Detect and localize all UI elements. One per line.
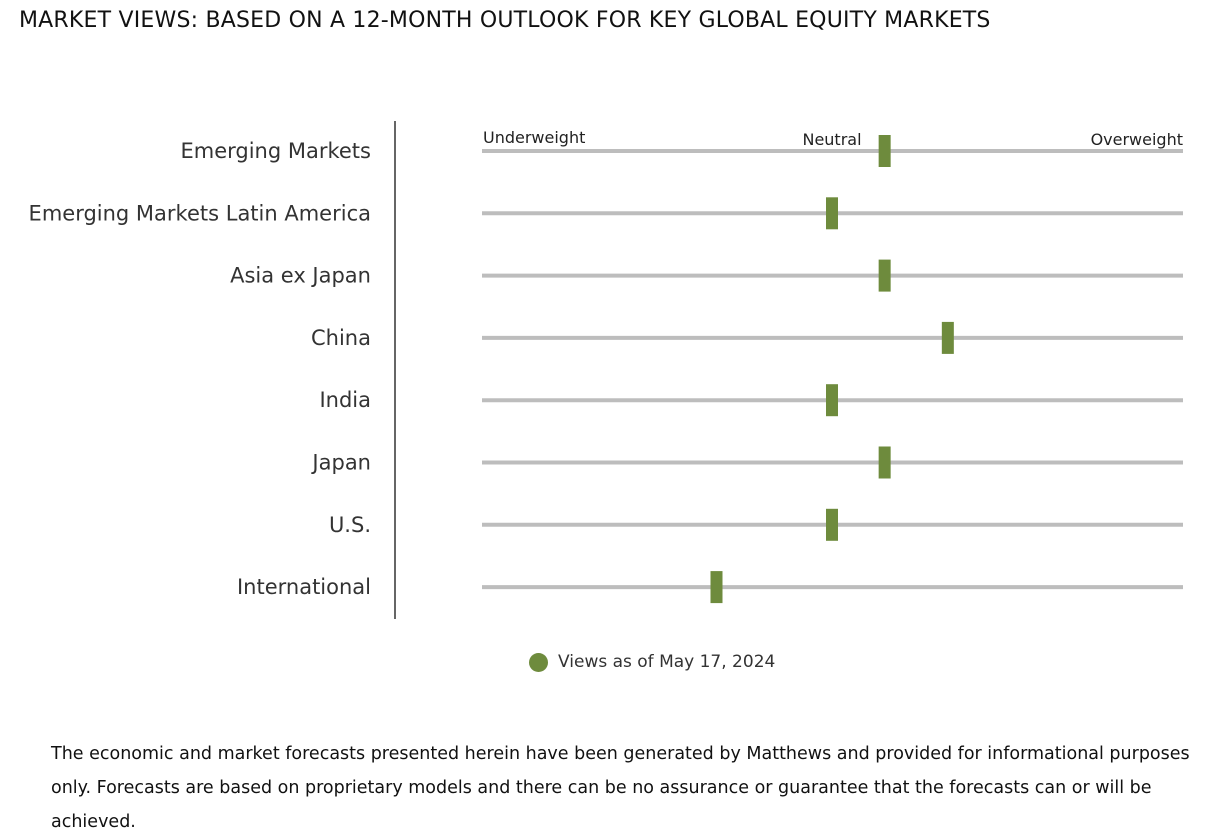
view-marker <box>826 508 838 541</box>
view-marker <box>941 321 954 354</box>
legend-marker-icon <box>529 652 548 672</box>
chart-title: MARKET VIEWS: BASED ON A 12-MONTH OUTLOO… <box>19 8 991 33</box>
market-views-chart: Underweight Neutral Overweight Emerging Mar… <box>29 121 1183 619</box>
category-label: International <box>237 575 371 599</box>
category-label: U.S. <box>329 513 371 537</box>
scale-label-overweight: Overweight <box>1091 130 1183 149</box>
category-label: India <box>319 388 371 412</box>
view-marker <box>710 571 723 604</box>
scale-label-neutral: Neutral <box>802 130 861 149</box>
view-marker <box>878 259 891 292</box>
view-marker <box>878 135 891 167</box>
legend-label: Views as of May 17, 2024 <box>558 652 776 672</box>
disclaimer-footnote: The economic and market forecasts presen… <box>51 744 1190 832</box>
category-label: Emerging Markets Latin America <box>29 201 371 225</box>
view-marker <box>826 197 838 230</box>
view-marker <box>826 384 838 417</box>
legend: Views as of May 17, 2024 <box>529 650 775 674</box>
scale-label-underweight: Underweight <box>483 128 585 147</box>
view-marker <box>878 446 891 479</box>
category-label: China <box>311 326 371 350</box>
category-label: Asia ex Japan <box>230 264 371 288</box>
category-label: Emerging Markets <box>180 139 371 163</box>
category-label: Japan <box>310 451 371 475</box>
